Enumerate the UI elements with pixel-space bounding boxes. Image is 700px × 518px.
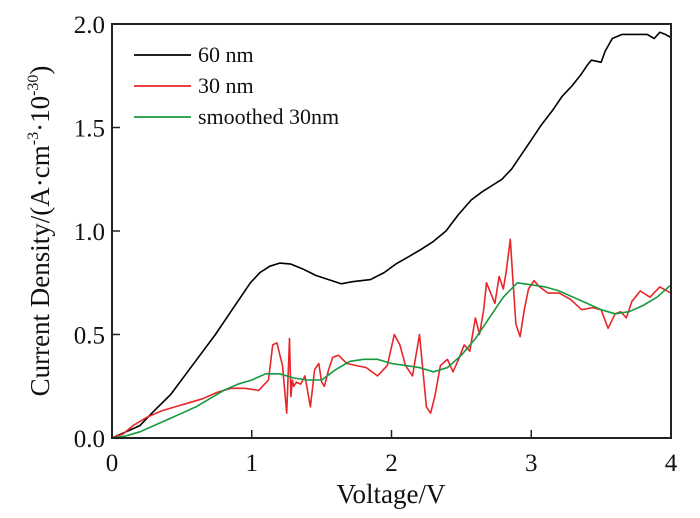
y-tick-label: 1.5 — [74, 116, 105, 143]
x-tick-label: 4 — [665, 450, 678, 477]
y-tick-label: 1.0 — [74, 219, 105, 246]
y-axis-title: Current Density/(A·cm-3·10-30) — [25, 66, 55, 397]
plot-frame — [111, 23, 672, 439]
series-layer — [111, 31, 672, 439]
legend-label: 30 nm — [198, 73, 254, 98]
x-tick-label: 0 — [106, 450, 119, 477]
series-line-30-nm — [111, 238, 672, 439]
y-axis-title-sup2: -30 — [25, 75, 42, 96]
y-tick-label: 2.0 — [74, 12, 105, 39]
series-line-smoothed-30nm — [111, 282, 672, 439]
y-axis-title-sup1: -3 — [25, 132, 42, 145]
y-axis-title-mid: ·10 — [25, 96, 55, 132]
series-line-60-nm — [111, 31, 672, 439]
y-axis-title-suffix: ) — [25, 66, 55, 75]
legend-label: smoothed 30nm — [198, 104, 339, 129]
legend-item: 30 nm — [134, 73, 254, 98]
y-tick-label: 0.0 — [74, 426, 105, 453]
y-tick-label: 0.5 — [74, 323, 105, 350]
y-axis-title-prefix: Current Density/(A·cm — [25, 145, 55, 396]
legend-item: 60 nm — [134, 42, 254, 67]
legend: 60 nm 30 nm smoothed 30nm — [134, 42, 339, 129]
x-tick-label: 3 — [525, 450, 538, 477]
legend-item: smoothed 30nm — [134, 104, 339, 129]
x-tick-label: 1 — [246, 450, 259, 477]
x-tick-label: 2 — [385, 450, 398, 477]
x-axis-title: Voltage/V — [337, 479, 446, 509]
ticks-layer: 0 1 2 3 4 0.0 0.5 1.0 1.5 2.0 — [74, 12, 678, 477]
legend-label: 60 nm — [198, 42, 254, 67]
